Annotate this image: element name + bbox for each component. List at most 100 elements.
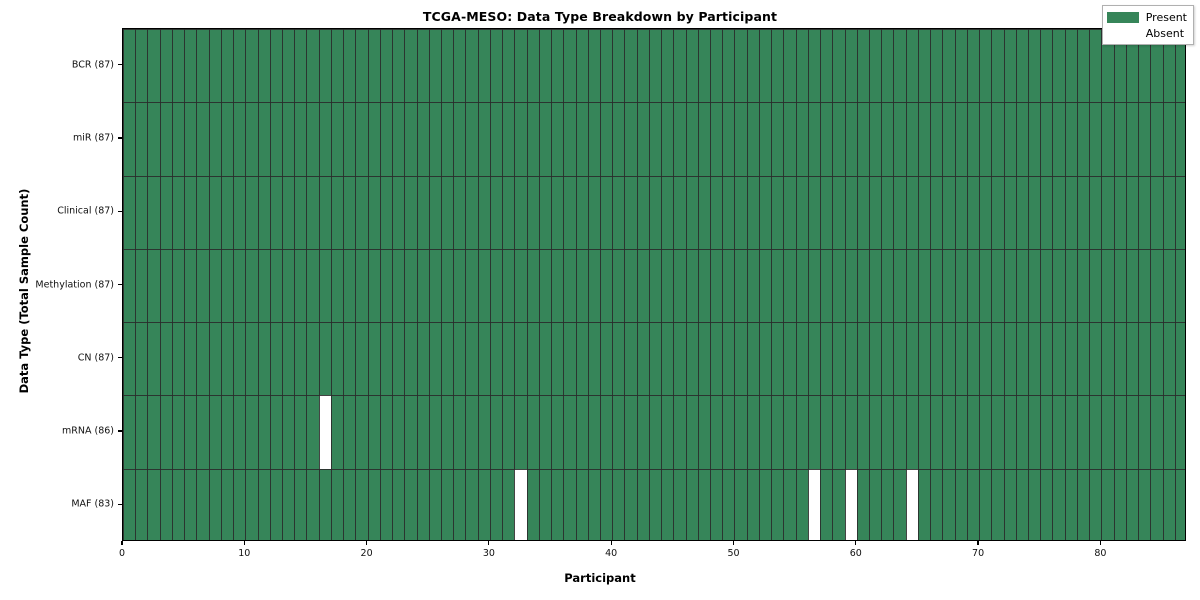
heatmap-cell — [502, 102, 515, 177]
heatmap-cell — [1150, 468, 1164, 540]
heatmap-cell — [881, 175, 895, 250]
heatmap-cell — [306, 175, 320, 250]
heatmap-cell — [257, 322, 271, 397]
heatmap-cell — [648, 29, 662, 103]
heatmap-cell — [367, 102, 381, 177]
heatmap-cell — [477, 248, 491, 323]
heatmap-cell — [893, 29, 907, 103]
heatmap-cell — [930, 395, 943, 470]
heatmap-cell — [477, 102, 491, 177]
heatmap-cell — [807, 322, 821, 397]
heatmap-cell — [281, 395, 295, 470]
heatmap-cell — [636, 468, 650, 540]
heatmap-cell — [1015, 175, 1029, 250]
heatmap-cell — [379, 468, 393, 540]
heatmap-cell — [392, 468, 405, 540]
heatmap-cell — [147, 322, 161, 397]
heatmap-cell — [220, 102, 234, 177]
heatmap-cell — [526, 29, 540, 103]
x-tick-mark — [488, 541, 490, 545]
heatmap-cell — [1003, 322, 1017, 397]
heatmap-cell — [465, 322, 479, 397]
y-tick-mark — [118, 210, 122, 212]
heatmap-cell — [991, 175, 1005, 250]
heatmap-cell — [465, 395, 479, 470]
heatmap-cell — [722, 248, 736, 323]
heatmap-cell — [123, 322, 136, 397]
gridline-vertical — [796, 29, 797, 540]
heatmap-cell — [1150, 102, 1164, 177]
heatmap-cell — [795, 29, 809, 103]
heatmap-cell — [893, 102, 907, 177]
heatmap-cell — [979, 322, 992, 397]
heatmap-cell — [1052, 175, 1066, 250]
heatmap-cell — [636, 395, 650, 470]
heatmap-cell — [942, 322, 956, 397]
legend-label-absent: Absent — [1145, 26, 1185, 40]
heatmap-cell — [1040, 468, 1054, 540]
heatmap-cell — [1138, 468, 1151, 540]
heatmap-cell — [123, 175, 136, 250]
heatmap-cell — [991, 102, 1005, 177]
heatmap-cell — [538, 322, 552, 397]
gridline-vertical — [588, 29, 589, 540]
heatmap-cell — [856, 102, 870, 177]
heatmap-cell — [856, 468, 870, 540]
heatmap-cell — [538, 102, 552, 177]
heatmap-cell — [1138, 175, 1151, 250]
y-tick-mark — [118, 64, 122, 66]
heatmap-cell — [624, 175, 638, 250]
heatmap-cell — [514, 395, 528, 470]
heatmap-cell — [343, 322, 356, 397]
heatmap-cell — [563, 322, 577, 397]
heatmap-cell — [1174, 248, 1185, 323]
heatmap-cell — [905, 395, 919, 470]
heatmap-cell — [758, 468, 772, 540]
heatmap-cell — [1125, 468, 1139, 540]
heatmap-cell — [575, 102, 589, 177]
heatmap-cell — [771, 102, 784, 177]
heatmap-cell — [966, 175, 980, 250]
heatmap-cell — [306, 248, 320, 323]
heatmap-cell — [807, 29, 821, 103]
heatmap-cell — [612, 395, 626, 470]
gridline-vertical — [686, 29, 687, 540]
heatmap-cell — [1113, 468, 1127, 540]
heatmap-cell — [318, 175, 332, 250]
heatmap-cell — [1028, 175, 1041, 250]
heatmap-cell — [281, 468, 295, 540]
heatmap-cell — [379, 29, 393, 103]
heatmap-cell — [624, 248, 638, 323]
gridline-horizontal — [123, 102, 1185, 103]
heatmap-cell — [673, 29, 687, 103]
heatmap-cell — [612, 468, 626, 540]
heatmap-cell — [1101, 395, 1115, 470]
heatmap-cell — [832, 468, 846, 540]
heatmap-cell — [979, 468, 992, 540]
heatmap-cell — [587, 175, 601, 250]
heatmap-cell — [820, 395, 833, 470]
gridline-vertical — [759, 29, 760, 540]
gridline-vertical — [429, 29, 430, 540]
heatmap-cell — [930, 468, 943, 540]
heatmap-cell — [294, 102, 308, 177]
heatmap-cell — [1052, 102, 1066, 177]
heatmap-cell — [269, 395, 283, 470]
heatmap-cell — [966, 322, 980, 397]
heatmap-cell — [673, 175, 687, 250]
heatmap-cell — [881, 395, 895, 470]
heatmap-cell — [881, 248, 895, 323]
heatmap-cell — [196, 175, 210, 250]
y-axis-label: Data Type (Total Sample Count) — [17, 188, 31, 394]
heatmap-cell — [673, 102, 687, 177]
gridline-vertical — [196, 29, 197, 540]
heatmap-cell — [722, 175, 736, 250]
legend-swatch-present — [1106, 11, 1139, 23]
gridline-vertical — [808, 29, 809, 540]
gridline-vertical — [955, 29, 956, 540]
gridline-vertical — [294, 29, 295, 540]
x-tick-label: 80 — [1094, 548, 1107, 559]
heatmap-cell — [196, 468, 210, 540]
heatmap-cell — [697, 248, 711, 323]
heatmap-cell — [306, 29, 320, 103]
